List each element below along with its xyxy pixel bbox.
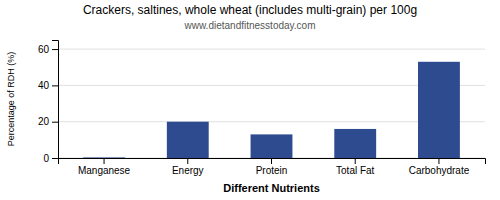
tick: 0 <box>43 153 58 164</box>
tick: 40 <box>38 80 58 91</box>
tick-label: Manganese <box>78 165 131 176</box>
tick: 20 <box>38 116 58 127</box>
y-axis-title: Percentage of RDH (%) <box>6 52 16 147</box>
tick-label: 20 <box>38 116 50 127</box>
tick-mark <box>104 158 105 164</box>
bars <box>83 62 460 158</box>
x-axis: Manganese Energy Protein Total Fat Carbohydr… <box>59 158 486 176</box>
bar <box>418 62 460 158</box>
tick-mark <box>52 122 58 123</box>
tick: 60 <box>38 44 58 55</box>
tick-label: Protein <box>256 165 288 176</box>
chart: Manganese Energy Protein Total Fat Carbohydr… <box>0 0 500 200</box>
tick-mark <box>438 158 439 164</box>
x-axis-title: Different Nutrients <box>223 182 320 194</box>
axis-line <box>52 41 59 159</box>
tick-label: 0 <box>43 153 49 164</box>
tick-label: Total Fat <box>336 165 375 176</box>
tick-label: Energy <box>172 165 204 176</box>
tick-mark <box>52 49 58 50</box>
grid-line <box>58 49 485 50</box>
subtitle: www.dietandfitnesstoday.com <box>184 20 316 31</box>
tick: Energy <box>172 158 204 176</box>
tick: Protein <box>256 158 288 176</box>
tick-mark <box>187 158 188 164</box>
tick-label: 60 <box>38 44 50 55</box>
tick: Manganese <box>78 158 131 176</box>
title: Crackers, saltines, whole wheat (include… <box>83 3 417 17</box>
bar <box>83 157 125 158</box>
y-axis: 0 20 40 60 <box>38 41 59 164</box>
tick-label: 40 <box>38 80 50 91</box>
bar <box>251 134 293 158</box>
grid <box>58 49 485 158</box>
tick: Carbohydrate <box>409 158 470 176</box>
tick-label: Carbohydrate <box>409 165 470 176</box>
tick-mark <box>52 158 58 159</box>
bar <box>167 122 209 158</box>
tick-mark <box>271 158 272 164</box>
bar <box>334 129 376 158</box>
tick: Total Fat <box>336 158 375 176</box>
axis-line <box>59 159 486 165</box>
tick-mark <box>52 85 58 86</box>
tick-mark <box>355 158 356 164</box>
